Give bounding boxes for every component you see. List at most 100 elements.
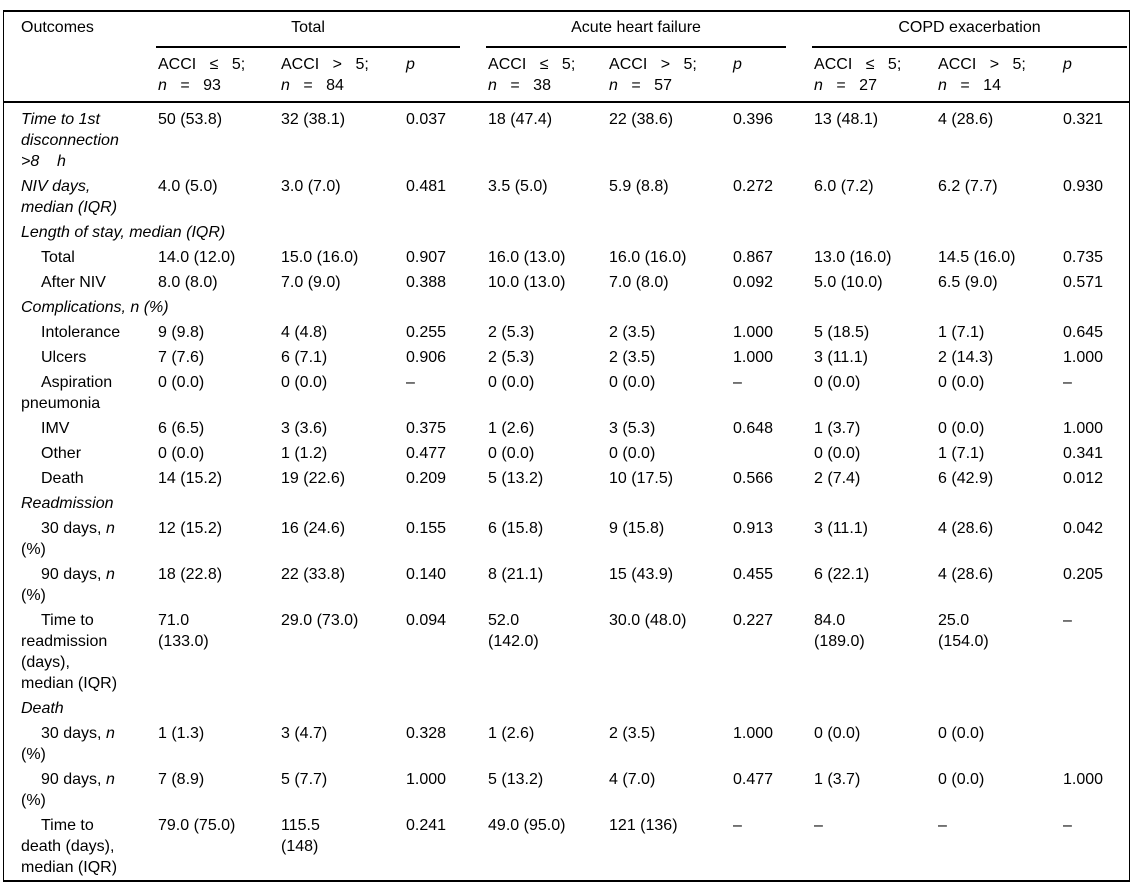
- cell-value: 1.000: [733, 324, 774, 341]
- cell-value: 14.5 (16.0): [938, 249, 1016, 266]
- group-header-acute-heart-failure: Acute heart failure: [486, 12, 812, 48]
- cell-value: 0.388: [406, 274, 447, 291]
- cell-value: 2 (14.3): [938, 349, 994, 366]
- cell-value: 3 (5.3): [609, 420, 656, 437]
- group-label-acute-heart-failure: Acute heart failure: [486, 17, 787, 48]
- cell-value: 121 (136): [609, 817, 678, 834]
- cell-value: 22 (33.8): [281, 566, 346, 583]
- cell-value: 0.227: [733, 612, 774, 629]
- cell-value: 3.0 (7.0): [281, 178, 341, 195]
- cell-value: 1.000: [406, 771, 447, 788]
- cell-value: 0 (0.0): [938, 420, 985, 437]
- cell-value: 0 (0.0): [938, 771, 985, 788]
- cell-value: 13.0 (16.0): [814, 249, 892, 266]
- cell-value: 1 (2.6): [488, 725, 535, 742]
- cell-value: 0.481: [406, 178, 447, 195]
- cell-value: –: [1063, 374, 1072, 391]
- section-row: Length of stay, median (IQR): [4, 220, 1129, 245]
- cell-value: 14.0 (12.0): [158, 249, 236, 266]
- group-header-copd-exacerbation: COPD exacerbation: [812, 12, 1129, 48]
- cell-value: 0 (0.0): [814, 725, 861, 742]
- cell-value: 3 (11.1): [814, 349, 868, 366]
- cell-value: 52.0 (142.0): [488, 612, 539, 650]
- cell-value: 0.906: [406, 349, 447, 366]
- cell-value: 115.5 (148): [281, 817, 320, 855]
- cell-value: 2 (3.5): [609, 324, 656, 341]
- cell-value: 19 (22.6): [281, 470, 346, 487]
- cell-value: 4.0 (5.0): [158, 178, 218, 195]
- cell-value: 2 (7.4): [814, 470, 861, 487]
- cell-value: 79.0 (75.0): [158, 817, 236, 834]
- cell-value: –: [938, 817, 947, 834]
- cell-value: –: [733, 817, 742, 834]
- cell-value: 1.000: [1063, 349, 1104, 366]
- cell-value: 0 (0.0): [609, 374, 656, 391]
- cell-value: 4 (28.6): [938, 520, 994, 537]
- group-label-copd-exacerbation: COPD exacerbation: [812, 17, 1127, 48]
- row-label: 90 days, n (%): [21, 566, 115, 604]
- cell-value: 14 (15.2): [158, 470, 223, 487]
- table-row: NIV days, median (IQR) 4.0 (5.0) 3.0 (7.0) 0…: [4, 174, 1129, 220]
- table-row: 90 days, n (%) 7 (8.9) 5 (7.7) 1.000 5 (13.2)…: [4, 767, 1129, 813]
- cell-value: 2 (3.5): [609, 349, 656, 366]
- cell-value: 12 (15.2): [158, 520, 223, 537]
- cell-value: 3 (11.1): [814, 520, 868, 537]
- section-row: Death: [4, 696, 1129, 721]
- cell-value: 0.012: [1063, 470, 1104, 487]
- cell-value: 0.321: [1063, 111, 1104, 128]
- cell-value: 9 (15.8): [609, 520, 665, 537]
- cell-value: 0.907: [406, 249, 447, 266]
- section-row: Readmission: [4, 491, 1129, 516]
- row-label: 90 days, n (%): [21, 771, 115, 809]
- cell-value: 0.092: [733, 274, 774, 291]
- cell-value: 1 (3.7): [814, 771, 861, 788]
- cell-value: 7.0 (9.0): [281, 274, 341, 291]
- cell-value: 0.571: [1063, 274, 1104, 291]
- cell-value: 1 (2.6): [488, 420, 535, 437]
- row-label: Ulcers: [41, 349, 87, 366]
- cell-value: 84.0 (189.0): [814, 612, 865, 650]
- cell-value: 0 (0.0): [281, 374, 328, 391]
- section-label: Death: [21, 700, 64, 717]
- subheader-total-acci-le-5: ACCI ≤ 5; n = 93: [156, 48, 279, 103]
- cell-value: 5 (18.5): [814, 324, 870, 341]
- cell-value: 1 (3.7): [814, 420, 861, 437]
- row-label: Total: [41, 249, 75, 266]
- cell-value: 0.913: [733, 520, 774, 537]
- cell-value: 4 (28.6): [938, 566, 994, 583]
- section-label: Length of stay, median (IQR): [21, 224, 226, 241]
- table-row: Time to 1st disconnection >8 h 50 (53.8) 32 …: [4, 102, 1129, 174]
- cell-value: –: [406, 374, 415, 391]
- subheader-ahf-acci-le-5: ACCI ≤ 5; n = 38: [486, 48, 608, 103]
- cell-value: 0.272: [733, 178, 774, 195]
- cell-value: 22 (38.6): [609, 111, 674, 128]
- subheader-copd-acci-le-5: ACCI ≤ 5; n = 27: [812, 48, 937, 103]
- cell-value: 0.328: [406, 725, 447, 742]
- cell-value: 1.000: [1063, 420, 1104, 437]
- cell-value: 0.648: [733, 420, 774, 437]
- cell-value: 71.0 (133.0): [158, 612, 209, 650]
- cell-value: 1 (1.3): [158, 725, 205, 742]
- cell-value: 1 (1.2): [281, 445, 328, 462]
- cell-value: 1.000: [733, 349, 774, 366]
- subheader-copd-p: p: [1061, 48, 1129, 103]
- cell-value: 6 (6.5): [158, 420, 205, 437]
- cell-value: 25.0 (154.0): [938, 612, 989, 650]
- cell-value: 13 (48.1): [814, 111, 879, 128]
- cell-value: 0 (0.0): [814, 374, 861, 391]
- row-label: 30 days, n (%): [21, 520, 115, 558]
- subheader-ahf-acci-gt-5: ACCI > 5; n = 57: [607, 48, 732, 103]
- cell-value: 0.205: [1063, 566, 1104, 583]
- cell-value: –: [1063, 612, 1072, 629]
- outcomes-header: Outcomes: [4, 12, 156, 103]
- cell-value: 7.0 (8.0): [609, 274, 669, 291]
- table-frame: Outcomes Total Acute heart failure COPD …: [3, 10, 1130, 882]
- cell-value: 16 (24.6): [281, 520, 346, 537]
- cell-value: 0.209: [406, 470, 447, 487]
- subheader-total-p: p: [404, 48, 487, 103]
- cell-value: 50 (53.8): [158, 111, 223, 128]
- cell-value: 0 (0.0): [488, 445, 535, 462]
- cell-value: 4 (7.0): [609, 771, 656, 788]
- cell-value: 3.5 (5.0): [488, 178, 548, 195]
- cell-value: 32 (38.1): [281, 111, 346, 128]
